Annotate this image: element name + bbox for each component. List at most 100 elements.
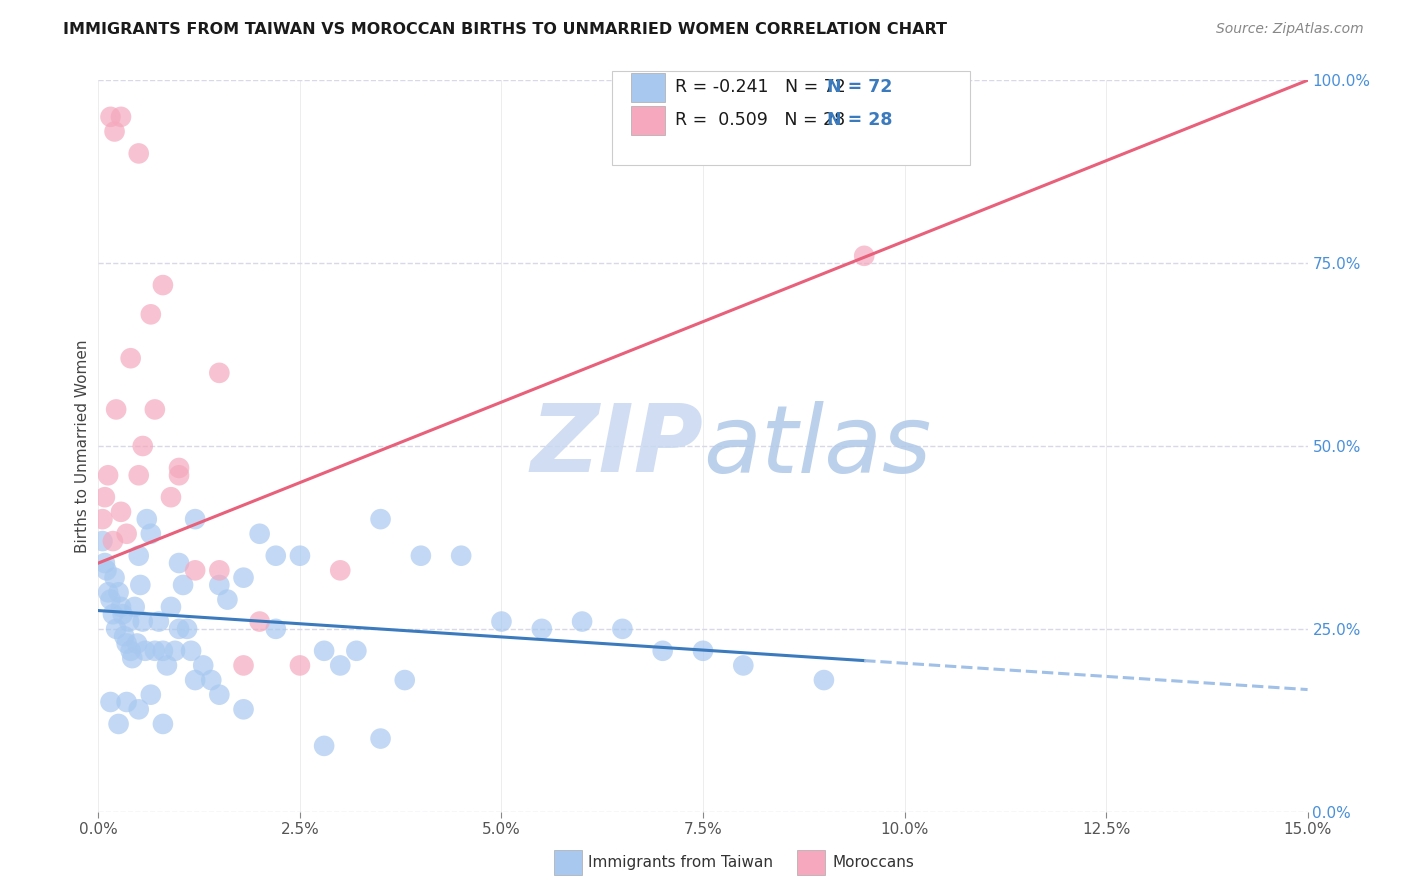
Point xyxy=(314,644,336,658)
Point xyxy=(264,549,287,563)
Point xyxy=(129,578,152,592)
Point xyxy=(143,644,166,658)
Point xyxy=(94,490,117,504)
Point xyxy=(100,695,122,709)
Point xyxy=(110,110,132,124)
Point xyxy=(530,622,553,636)
Point xyxy=(128,549,150,563)
Point xyxy=(813,673,835,687)
Point xyxy=(91,534,114,549)
Text: R = -0.241   N = 72: R = -0.241 N = 72 xyxy=(675,78,845,95)
Point xyxy=(172,578,194,592)
Point xyxy=(100,592,122,607)
Point xyxy=(167,461,190,475)
Point xyxy=(121,651,143,665)
Point xyxy=(101,534,124,549)
Point xyxy=(208,366,231,380)
Point xyxy=(208,578,231,592)
Point xyxy=(167,556,190,570)
Y-axis label: Births to Unmarried Women: Births to Unmarried Women xyxy=(75,339,90,553)
Point xyxy=(394,673,416,687)
Point xyxy=(97,468,120,483)
Point xyxy=(152,717,174,731)
Point xyxy=(249,526,271,541)
Point xyxy=(128,702,150,716)
Point xyxy=(94,556,117,570)
Point xyxy=(135,512,157,526)
Point xyxy=(100,110,122,124)
Point xyxy=(107,717,129,731)
Point xyxy=(612,622,634,636)
Point xyxy=(128,146,150,161)
Text: N = 28: N = 28 xyxy=(827,111,893,128)
Point xyxy=(288,658,311,673)
Text: Moroccans: Moroccans xyxy=(832,855,914,870)
Point xyxy=(112,629,135,643)
Text: ZIP: ZIP xyxy=(530,400,703,492)
Point xyxy=(163,644,186,658)
Point xyxy=(249,615,271,629)
Point xyxy=(120,644,142,658)
Point xyxy=(160,599,183,614)
Point xyxy=(288,549,311,563)
Point xyxy=(105,402,128,417)
Point xyxy=(110,505,132,519)
Text: Immigrants from Taiwan: Immigrants from Taiwan xyxy=(588,855,773,870)
Point xyxy=(107,585,129,599)
Point xyxy=(160,490,183,504)
Point xyxy=(344,644,367,658)
Point xyxy=(115,526,138,541)
Point xyxy=(103,124,125,138)
Point xyxy=(853,249,876,263)
Point xyxy=(208,688,231,702)
Point xyxy=(115,695,138,709)
Point xyxy=(134,644,156,658)
Point xyxy=(152,644,174,658)
Point xyxy=(193,658,215,673)
Point xyxy=(692,644,714,658)
Point xyxy=(329,658,352,673)
Point xyxy=(232,571,254,585)
Point xyxy=(409,549,432,563)
Text: N = 72: N = 72 xyxy=(827,78,891,95)
Text: R =  0.509   N = 28: R = 0.509 N = 28 xyxy=(675,111,845,128)
Point xyxy=(264,622,287,636)
Point xyxy=(651,644,673,658)
Point xyxy=(132,439,155,453)
Point xyxy=(139,526,162,541)
Point xyxy=(217,592,239,607)
Point xyxy=(97,585,120,599)
Point xyxy=(329,563,352,577)
Point xyxy=(118,615,141,629)
Text: atlas: atlas xyxy=(703,401,931,491)
Point xyxy=(208,563,231,577)
Point xyxy=(128,468,150,483)
Point xyxy=(314,739,336,753)
Point xyxy=(571,615,593,629)
Point xyxy=(450,549,472,563)
Point xyxy=(232,658,254,673)
Point xyxy=(491,615,513,629)
Point xyxy=(105,622,128,636)
Point xyxy=(139,688,162,702)
Text: Source: ZipAtlas.com: Source: ZipAtlas.com xyxy=(1216,22,1364,37)
Point xyxy=(176,622,198,636)
Point xyxy=(152,278,174,293)
Point xyxy=(184,512,207,526)
Point xyxy=(370,731,392,746)
Point xyxy=(96,563,118,577)
Point xyxy=(103,571,125,585)
Point xyxy=(143,402,166,417)
Point xyxy=(110,599,132,614)
Point xyxy=(200,673,222,687)
Point xyxy=(733,658,755,673)
Point xyxy=(139,307,162,321)
Point xyxy=(167,468,190,483)
Point xyxy=(184,563,207,577)
Point xyxy=(111,607,134,622)
Point xyxy=(115,636,138,650)
Point xyxy=(232,702,254,716)
Point xyxy=(124,599,146,614)
Point xyxy=(120,351,142,366)
Text: IMMIGRANTS FROM TAIWAN VS MOROCCAN BIRTHS TO UNMARRIED WOMEN CORRELATION CHART: IMMIGRANTS FROM TAIWAN VS MOROCCAN BIRTH… xyxy=(63,22,948,37)
